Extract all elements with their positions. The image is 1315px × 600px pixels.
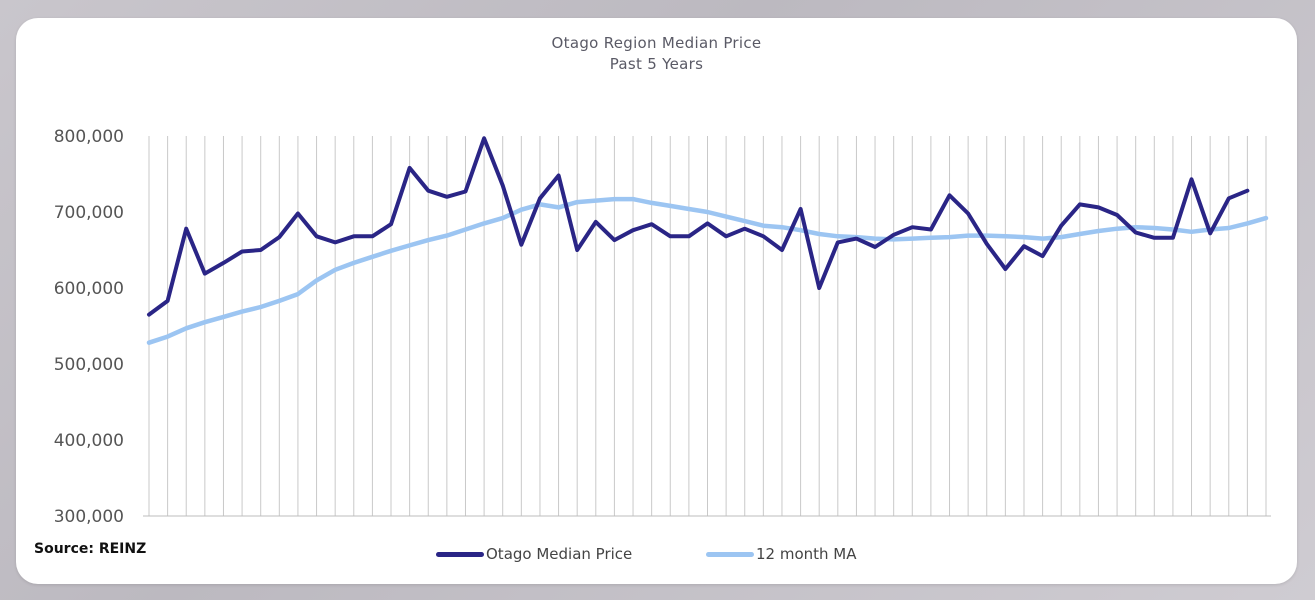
legend-item-median: Otago Median Price [436,545,632,563]
y-tick-label: 500,000 [54,355,124,375]
series-line-ma [146,196,1269,345]
legend-swatch-ma [706,551,754,557]
legend-swatch-median [436,551,484,557]
y-tick-label: 700,000 [54,203,124,223]
y-tick-label: 600,000 [54,279,124,299]
line-chart: 300,000 400,000 500,000 600,000 700,000 800,0… [54,127,1271,527]
series-line-median [147,136,1250,317]
chart-subtitle: Past 5 Years [609,55,704,73]
legend-item-ma: 12 month MA [706,545,857,563]
legend-label-ma: 12 month MA [756,545,857,563]
source-label: Source: REINZ [34,541,147,557]
y-tick-label: 300,000 [54,507,124,527]
legend-label-median: Otago Median Price [486,545,633,563]
y-tick-label: 400,000 [54,431,124,451]
y-tick-label: 800,000 [54,127,124,147]
chart-title: Otago Region Median Price [551,34,762,52]
chart-card: Otago Region Median Price Past 5 Years 3… [16,18,1297,584]
